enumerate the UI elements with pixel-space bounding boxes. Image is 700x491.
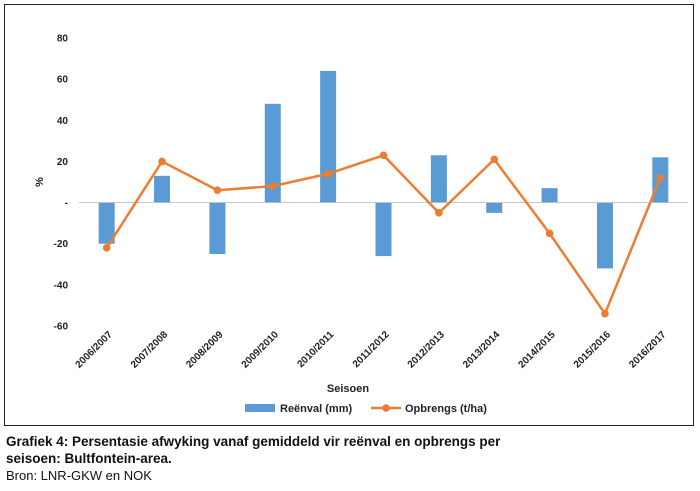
y-tick-label: 80: [57, 34, 69, 45]
chart-plot: 80 60 40 20 - -20 -40 -60% 2006/2007 2007/2008 200…: [34, 34, 688, 415]
x-tick-label: 2007/2008: [129, 329, 171, 371]
rainfall-bar: [486, 202, 503, 213]
yield-point: [545, 229, 554, 238]
yield-point: [435, 209, 443, 217]
yield-point: [102, 244, 111, 252]
yield-point: [158, 157, 166, 166]
caption-source: Bron: LNR-GKW en NOK: [6, 468, 152, 483]
rainfall-bar: [154, 175, 171, 203]
yield-point: [213, 186, 222, 195]
x-axis-title: Seisoen: [327, 383, 369, 395]
yield-point: [324, 169, 332, 178]
y-tick-label: 20: [57, 157, 69, 168]
y-axis-title: %: [34, 177, 46, 187]
x-tick-label: 2009/2010: [240, 329, 282, 371]
x-tick-label: 2016/2017: [627, 329, 669, 371]
y-tick-label: -: [65, 198, 68, 209]
legend-label-rainfall: Reënval (mm): [280, 403, 352, 415]
y-tick-label: 60: [57, 75, 69, 86]
rainfall-bar: [320, 70, 337, 203]
legend-swatch-yield-marker: [382, 404, 390, 412]
x-tick-label: 2006/2007: [74, 329, 116, 371]
yield-point: [656, 174, 665, 182]
chart-frame: 80 60 40 20 - -20 -40 -60% 2006/2007 2007/2008 200…: [4, 4, 694, 426]
yield-point: [268, 182, 277, 190]
x-tick-label: 2010/2011: [295, 329, 336, 370]
y-tick-label: -20: [54, 239, 69, 250]
yield-point: [379, 151, 388, 160]
legend-label-yield: Opbrengs (t/ha): [405, 403, 487, 415]
rainfall-bar: [209, 202, 226, 254]
yield-point: [601, 309, 609, 318]
y-tick-label: -60: [54, 322, 69, 333]
x-tick-label: 2011/2012: [351, 329, 392, 370]
figure-caption: Grafiek 4: Persentasie afwyking vanaf ge…: [6, 433, 696, 484]
caption-title: Grafiek 4: Persentasie afwyking vanaf ge…: [6, 434, 501, 466]
x-tick-label: 2013/2014: [461, 329, 503, 371]
x-tick-label: 2008/2009: [184, 329, 226, 371]
x-tick-label: 2014/2015: [517, 329, 559, 371]
yield-point: [490, 155, 499, 164]
rainfall-bar: [430, 155, 447, 203]
y-tick-label: -40: [54, 280, 69, 291]
rainfall-bar: [98, 202, 115, 244]
x-tick-label: 2012/2013: [406, 329, 448, 371]
rainfall-bar: [375, 202, 392, 257]
legend-swatch-rainfall: [245, 404, 275, 412]
y-tick-label: 40: [57, 116, 69, 127]
rainfall-bar: [596, 202, 613, 269]
x-tick-label: 2015/2016: [572, 329, 614, 371]
rainfall-bar: [264, 103, 281, 203]
rainfall-bar: [541, 188, 558, 203]
